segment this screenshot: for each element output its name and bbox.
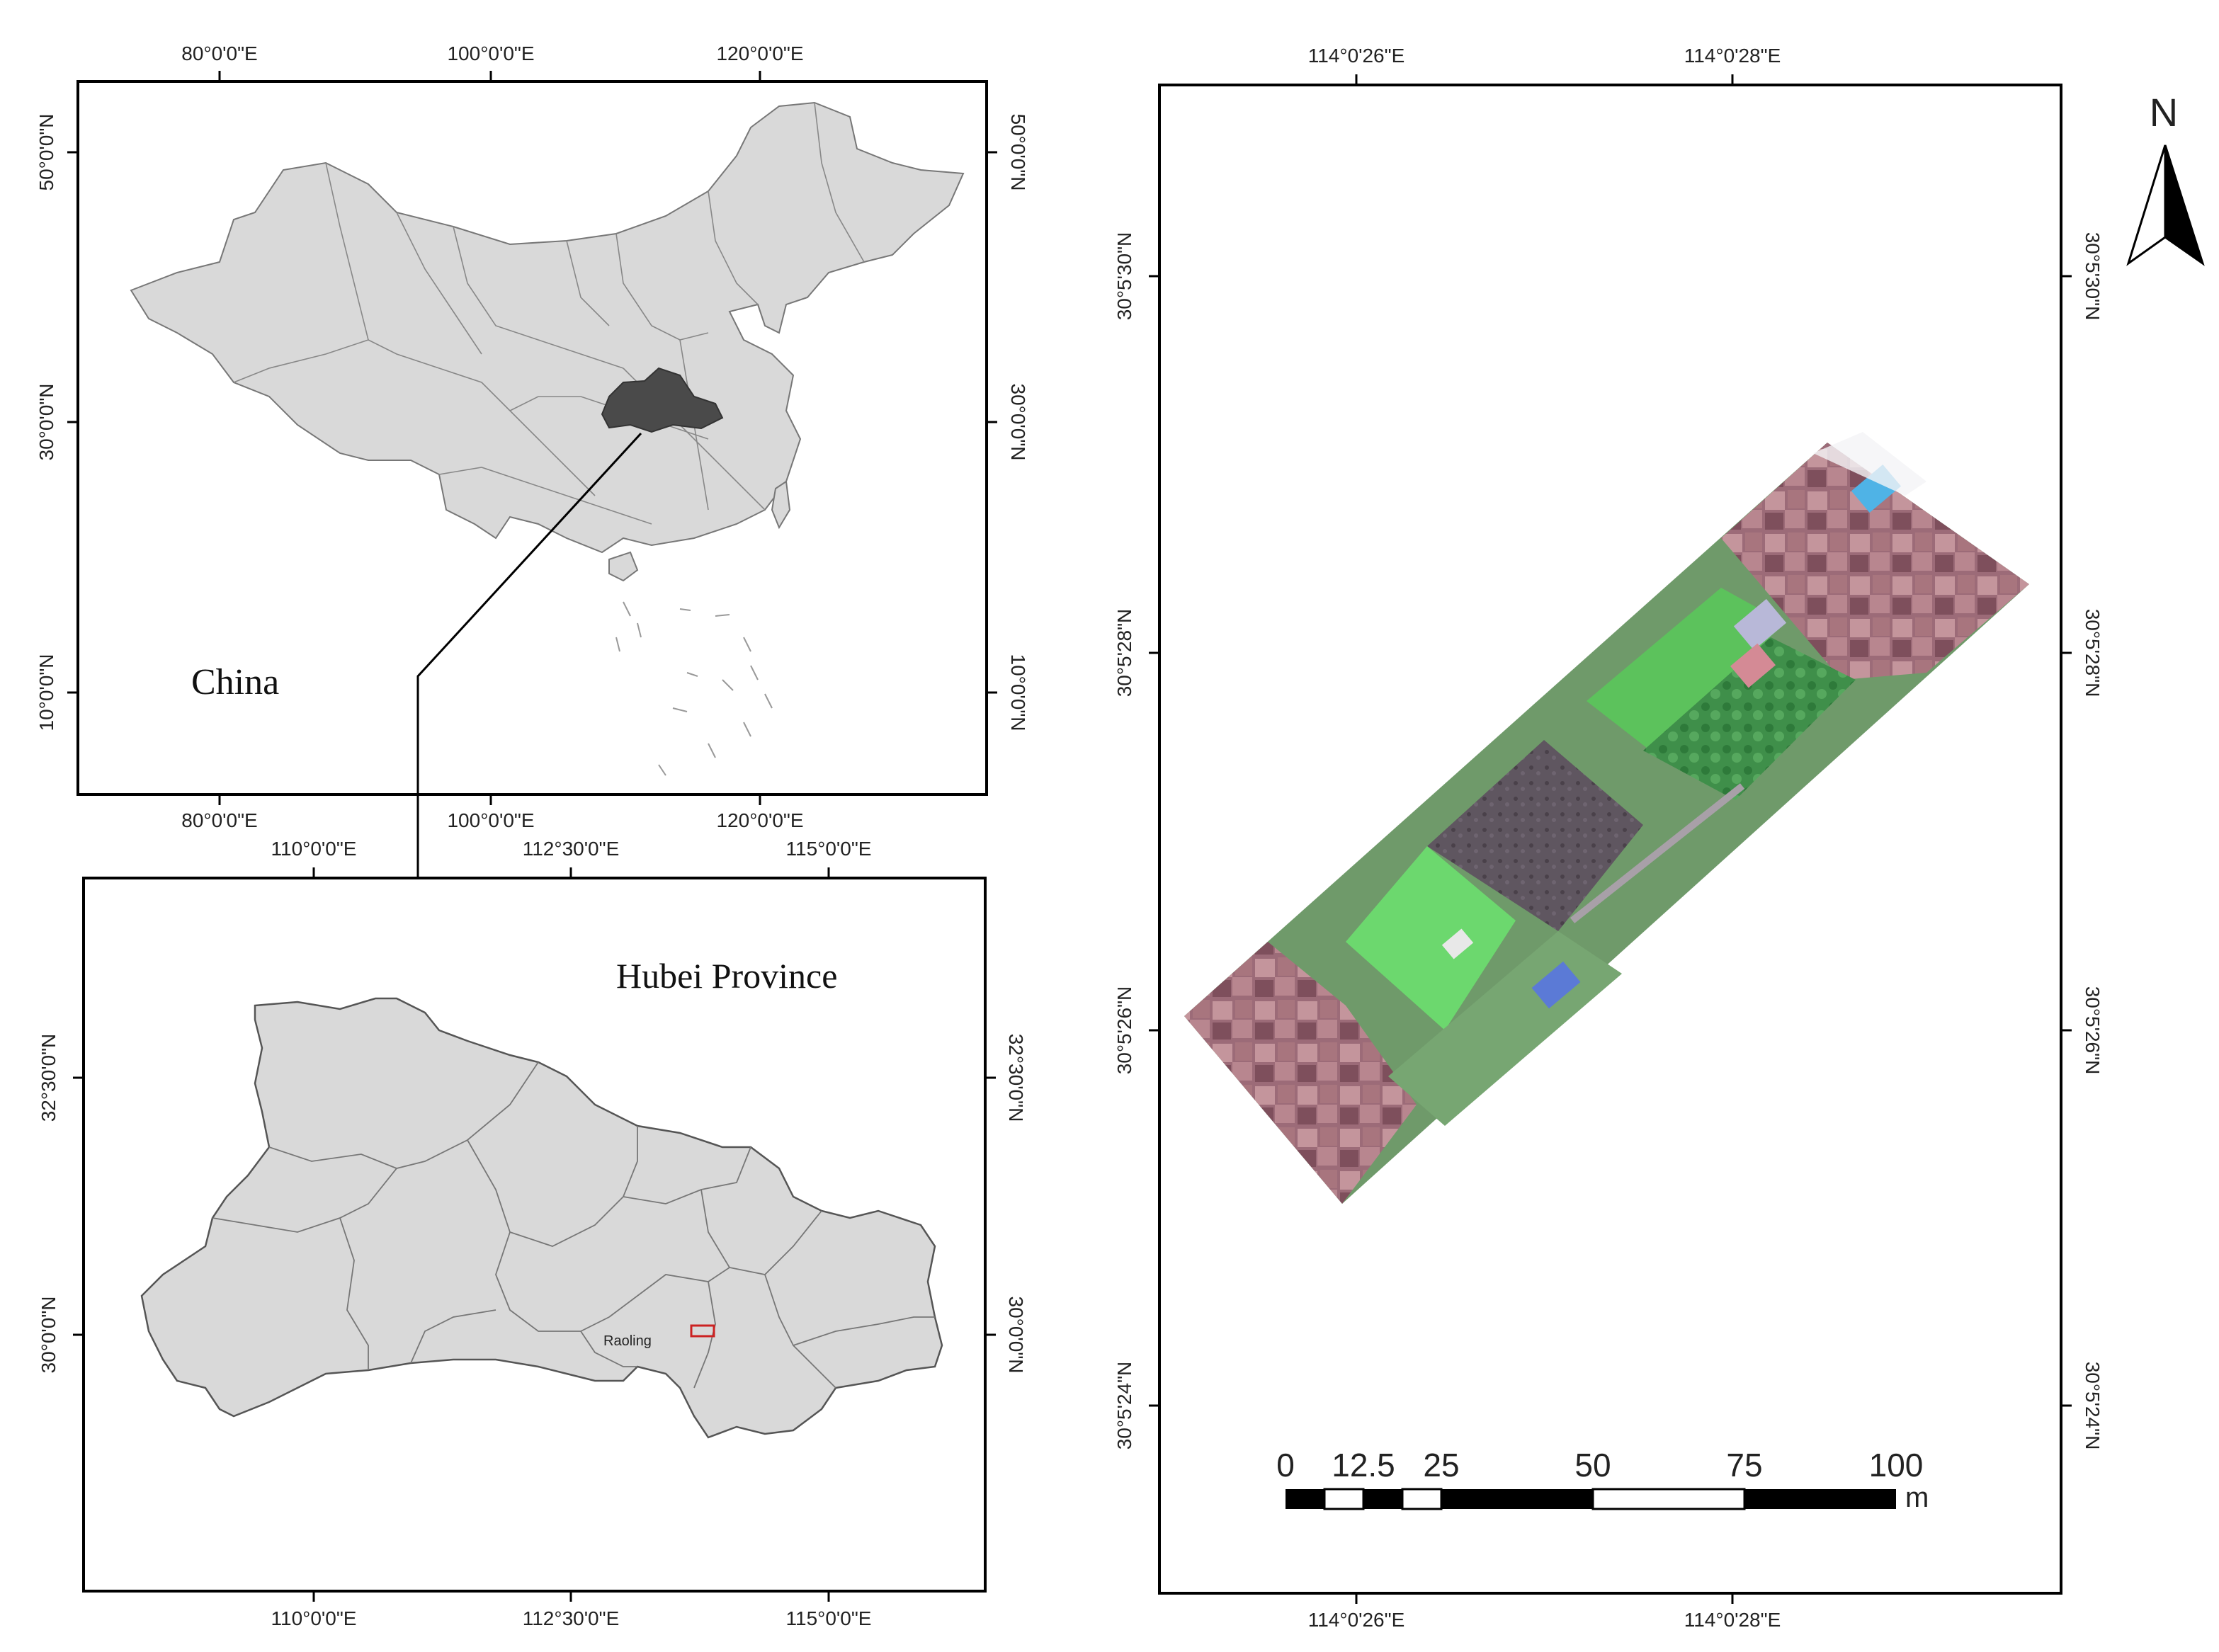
hubei-lat-label-left-1: 32°30'0"N: [38, 1034, 59, 1122]
hubei-lon-label-top-1: 110°0'0"E: [271, 838, 357, 860]
hubei-lon-label-top-3: 115°0'0"E: [786, 838, 872, 860]
scale-seg-5: [1441, 1489, 1593, 1509]
hubei-prefecture-borders: [212, 1061, 935, 1389]
scale-seg-3: [1363, 1489, 1402, 1509]
china-lon-label-top-2: 100°0'0"E: [447, 42, 534, 64]
scale-bar: 0 12.5 25 50 75 100 m: [1276, 1447, 1929, 1513]
china-lat-label-left-1: 50°0'0"N: [35, 114, 57, 191]
scale-seg-6: [1591, 1488, 1746, 1510]
study-lat-label-right-2: 30°5'28"N: [2082, 609, 2104, 697]
china-map-panel: China 80°0'0"E 100°0'0"E 120°0'0"E 80°0'…: [35, 42, 1029, 952]
scale-tick-50: 50: [1574, 1447, 1611, 1483]
study-lat-label-left-2: 30°5'28"N: [1113, 609, 1135, 697]
study-lat-label-right-4: 30°5'24"N: [2082, 1362, 2104, 1450]
china-label: China: [191, 662, 279, 702]
hubei-label: Hubei Province: [616, 956, 837, 996]
pale-roof-1: [1441, 928, 1474, 959]
scale-seg-4: [1401, 1488, 1443, 1510]
hubei-lon-label-top-2: 112°30'0"E: [523, 838, 620, 860]
study-area-ticks: [1149, 74, 2072, 1604]
hubei-landmass: [140, 997, 943, 1439]
china-lat-label-right-2: 30°0'0"N: [1007, 384, 1029, 461]
dark-crop-field: [1427, 740, 1643, 931]
scale-tick-75: 75: [1726, 1447, 1762, 1483]
hubei-highlight: [601, 367, 724, 433]
hubei-map-ticks: [73, 867, 996, 1602]
hubei-lon-label-bottom-1: 110°0'0"E: [271, 1607, 357, 1629]
scale-tick-25: 25: [1423, 1447, 1459, 1483]
study-lat-label-left-3: 30°5'26"N: [1113, 986, 1135, 1075]
study-site-box: [690, 1324, 715, 1338]
study-lon-label-bottom-1: 114°0'26"E: [1308, 1609, 1405, 1631]
china-lon-label-top-3: 120°0'0"E: [716, 42, 803, 64]
raoling-label: Raoling: [603, 1333, 652, 1349]
scale-tick-100: 100: [1869, 1447, 1924, 1483]
china-map-ticks: [67, 71, 997, 805]
china-lat-label-right-1: 50°0'0"N: [1007, 114, 1029, 191]
scale-unit: m: [1905, 1482, 1929, 1513]
hainan-island: [608, 551, 639, 582]
study-lon-label-top-1: 114°0'26"E: [1308, 45, 1405, 67]
china-lon-label-top-1: 80°0'0"E: [181, 42, 257, 64]
north-arrow-label: N: [2150, 90, 2178, 135]
north-arrow-left-half: [2126, 144, 2167, 266]
locator-arrow: [416, 432, 642, 938]
scale-seg-1: [1286, 1489, 1324, 1509]
south-china-sea-islands: [615, 601, 773, 776]
blue-roof-1: [1531, 961, 1581, 1009]
study-lon-label-top-2: 114°0'28"E: [1684, 45, 1781, 67]
bright-green-field: [1346, 846, 1516, 1030]
taiwan-island: [771, 480, 791, 530]
scale-seg-2: [1323, 1488, 1365, 1510]
study-area-panel: N 0 12.5 25 50 75 100 m 114°0'26"E 114°0…: [1113, 45, 2205, 1631]
hubei-lon-label-bottom-2: 112°30'0"E: [523, 1607, 620, 1629]
study-lon-label-bottom-2: 114°0'28"E: [1684, 1609, 1781, 1631]
scale-tick-0: 0: [1276, 1447, 1295, 1483]
pale-roof-2: [1733, 598, 1787, 651]
white-haze-edge: [1813, 432, 1926, 496]
china-landmass: [130, 101, 965, 554]
north-arrow: N: [2126, 90, 2205, 266]
north-arrow-right-half: [2164, 144, 2205, 266]
village-roofs-southwest: [1184, 942, 1417, 1204]
china-lon-label-bottom-1: 80°0'0"E: [181, 809, 257, 831]
china-lat-label-right-3: 10°0'0"N: [1007, 654, 1029, 731]
china-lat-label-left-2: 30°0'0"N: [35, 384, 57, 461]
china-lat-label-left-3: 10°0'0"N: [35, 654, 57, 731]
pink-roof: [1730, 643, 1776, 688]
hubei-lat-label-right-2: 30°0'0"N: [1005, 1297, 1027, 1374]
hubei-lat-label-left-2: 30°0'0"N: [38, 1297, 59, 1374]
mixed-vegetation: [1643, 637, 1856, 800]
china-lon-label-bottom-2: 100°0'0"E: [447, 809, 534, 831]
hubei-lon-label-bottom-3: 115°0'0"E: [786, 1607, 872, 1629]
hubei-lat-label-right-1: 32°30'0"N: [1005, 1034, 1027, 1122]
hubei-map-panel: Raoling Hubei Province 110°0'0"E 112°30'…: [38, 838, 1027, 1629]
study-lat-label-left-4: 30°5'24"N: [1113, 1362, 1135, 1450]
orthophoto-strip: [1184, 432, 2029, 1204]
scale-tick-12-5: 12.5: [1332, 1447, 1395, 1483]
village-roofs-northeast: [1721, 443, 2029, 680]
scale-seg-7: [1744, 1489, 1896, 1509]
china-lon-label-bottom-3: 120°0'0"E: [716, 809, 803, 831]
study-lat-label-left-1: 30°5'30"N: [1113, 232, 1135, 321]
field-path: [1570, 783, 1745, 923]
vegetation-patch: [1587, 588, 1785, 751]
study-lat-label-right-3: 30°5'26"N: [2082, 986, 2104, 1075]
study-lat-label-right-1: 30°5'30"N: [2082, 232, 2104, 321]
